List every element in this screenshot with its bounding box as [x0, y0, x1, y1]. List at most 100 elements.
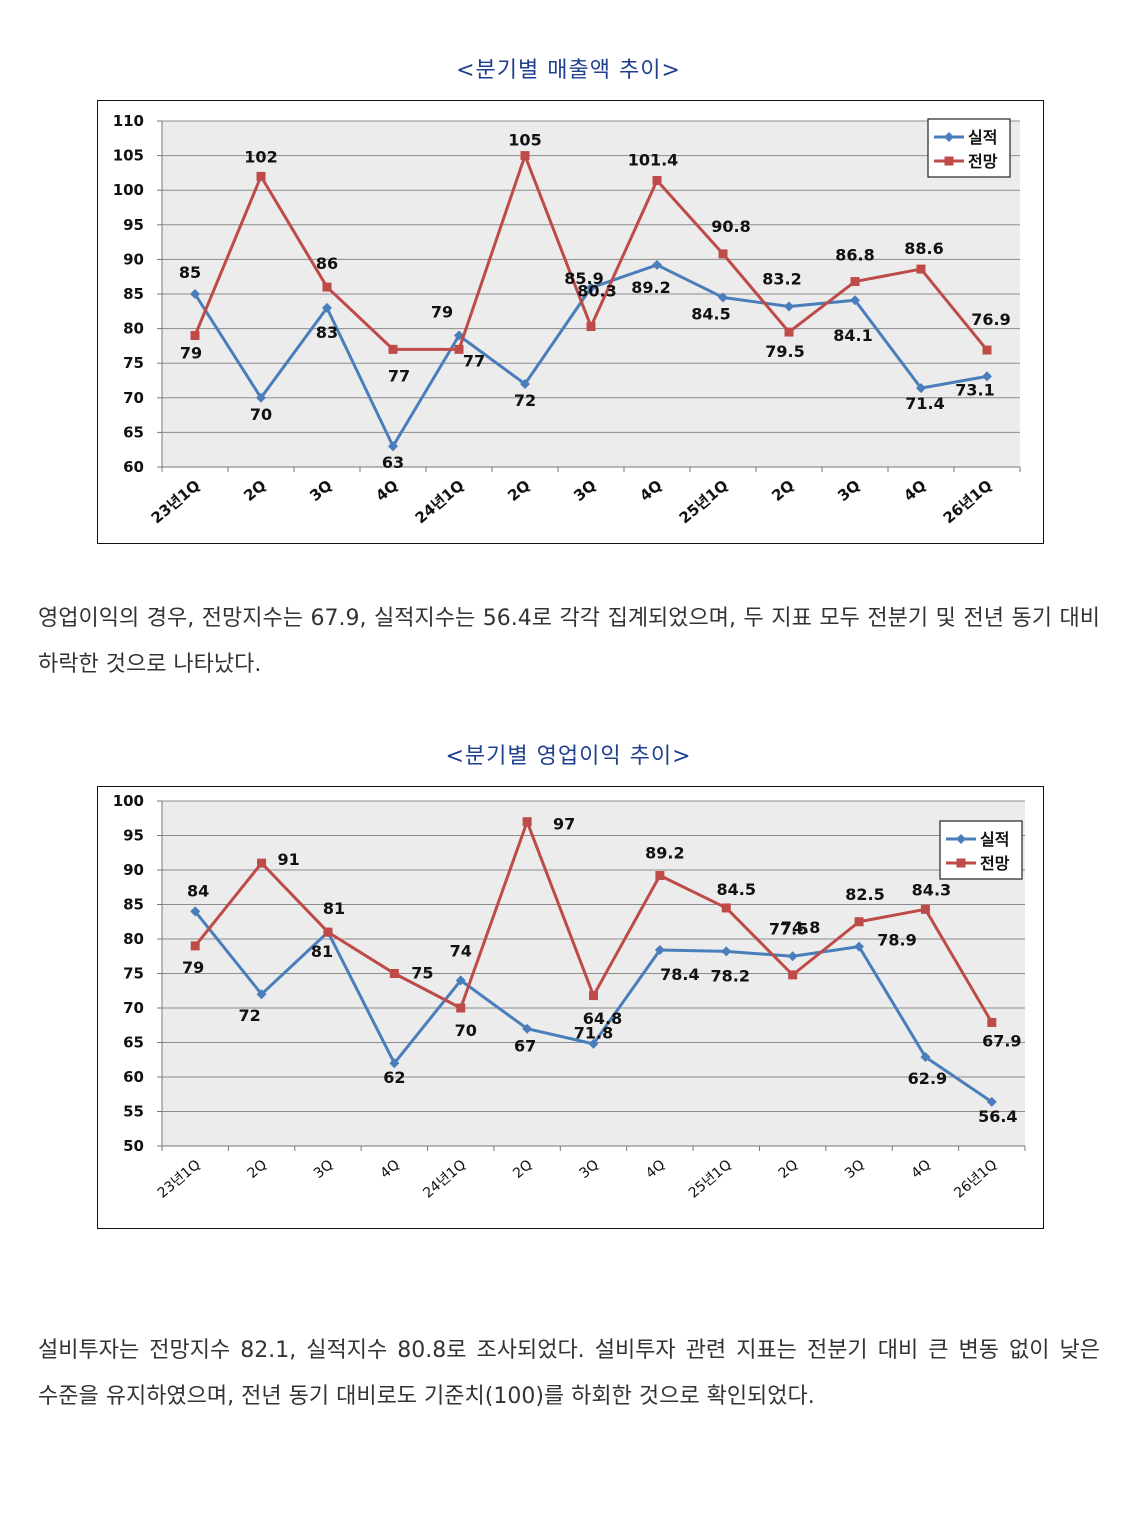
y-tick-label: 90	[123, 250, 144, 268]
y-tick-label: 80	[123, 930, 144, 948]
data-point-실적	[920, 1051, 931, 1062]
x-tick-label: 4Q	[908, 1157, 934, 1182]
y-tick-label: 60	[123, 458, 144, 476]
data-point-전망	[322, 282, 332, 292]
data-label-전망: 71.8	[574, 1024, 613, 1043]
data-point-실적	[982, 371, 992, 382]
legend-label: 실적	[980, 830, 1009, 849]
data-label-전망: 84.3	[912, 880, 951, 899]
y-tick-label: 105	[113, 147, 144, 165]
x-tick-label: 2Q	[240, 476, 269, 505]
y-tick-label: 65	[123, 423, 144, 441]
x-tick-label: 3Q	[306, 476, 335, 505]
y-tick-label: 100	[113, 792, 144, 810]
x-tick-label: 23년1Q	[148, 476, 204, 527]
data-label-전망: 82.5	[845, 885, 884, 904]
data-label-전망: 105	[508, 131, 541, 150]
chart2-box: 50 55 60 65 70 75 80 85 90 95 100 23년1Q 2Q 3Q 4Q 24년1Q 2…	[97, 786, 1044, 1229]
data-point-실적	[389, 1058, 400, 1069]
data-label-실적: 84.5	[691, 304, 730, 323]
data-label-실적: 83	[316, 323, 338, 342]
data-label-실적: 81	[311, 942, 333, 961]
data-label-전망: 75	[411, 964, 433, 983]
data-point-전망	[389, 969, 399, 978]
y-tick-label: 75	[123, 965, 144, 983]
data-label-실적: 84	[187, 881, 209, 900]
legend-box	[939, 820, 1023, 880]
x-tick-label: 26년1Q	[940, 476, 996, 527]
data-point-전망	[718, 249, 728, 259]
x-tick-label: 3Q	[570, 476, 599, 505]
data-point-실적	[455, 975, 466, 986]
y-tick-label: 65	[123, 1034, 144, 1052]
data-label-실적: 84.1	[833, 326, 872, 345]
data-label-실적: 73.1	[955, 380, 994, 399]
data-point-전망	[589, 991, 598, 1001]
y-tick-label: 85	[123, 896, 144, 914]
data-point-실적	[654, 945, 665, 956]
data-label-실적: 85	[179, 263, 201, 282]
data-point-실적	[190, 906, 201, 917]
data-point-전망	[190, 331, 200, 341]
chart2-plot: 50 55 60 65 70 75 80 85 90 95 100 23년1Q 2Q 3Q 4Q 24년1Q 2…	[113, 792, 1026, 1202]
data-point-실적	[256, 989, 267, 1000]
data-point-실적	[322, 302, 332, 313]
data-label-실적: 62	[383, 1068, 405, 1087]
data-point-전망	[850, 277, 860, 287]
x-tick-label: 3Q	[842, 1157, 868, 1182]
data-label-전망: 74.8	[781, 918, 820, 937]
y-tick-label: 75	[123, 354, 144, 372]
data-point-전망	[987, 1017, 997, 1027]
data-label-전망: 77	[463, 351, 485, 370]
x-tick-label: 26년1Q	[951, 1157, 1000, 1202]
data-point-실적	[784, 301, 794, 312]
data-point-실적	[916, 383, 926, 394]
data-label-전망: 97	[553, 815, 575, 834]
x-tick-label: 3Q	[577, 1157, 603, 1182]
data-label-실적: 83.2	[762, 269, 801, 288]
y-tick-label: 95	[123, 216, 144, 234]
data-label-전망: 70	[455, 1021, 477, 1040]
legend-label: 전망	[968, 152, 998, 171]
x-tick-label: 23년1Q	[155, 1157, 204, 1202]
data-label-실적: 89.2	[631, 278, 670, 297]
data-label-실적: 62.9	[908, 1069, 947, 1088]
data-point-전망	[520, 151, 530, 161]
data-point-전망	[982, 345, 992, 355]
data-label-실적: 63	[382, 453, 404, 472]
data-point-실적	[850, 295, 860, 306]
data-label-전망: 86	[316, 254, 338, 273]
x-tick-label: 2Q	[245, 1157, 271, 1182]
data-point-실적	[586, 282, 596, 293]
data-label-전망: 67.9	[982, 1031, 1021, 1050]
x-tick-label: 2Q	[510, 1157, 536, 1182]
data-point-전망	[721, 903, 731, 913]
y-tick-label: 60	[123, 1068, 144, 1086]
data-label-전망: 88.6	[904, 239, 943, 258]
data-label-실적: 77.5	[769, 919, 808, 938]
data-label-실적: 78.9	[877, 931, 916, 950]
data-label-실적: 56.4	[978, 1107, 1017, 1126]
legend-label: 전망	[980, 854, 1010, 873]
data-label-실적: 78.4	[660, 965, 699, 984]
x-tick-label: 2Q	[504, 476, 533, 505]
data-label-전망: 79	[180, 344, 202, 363]
data-point-실적	[520, 378, 530, 389]
data-point-전망	[920, 904, 930, 914]
y-tick-label: 50	[123, 1137, 144, 1155]
data-point-실적	[190, 289, 200, 299]
data-point-실적	[256, 392, 266, 403]
chart1-box: 60 65 70 75 80 85 90 95 100 105 110 23년1Q 2Q 3Q 4Q 24년1…	[97, 100, 1044, 544]
chart2-title: <분기별 영업이익 추이>	[445, 744, 692, 769]
data-point-전망	[784, 327, 794, 337]
data-label-실적: 79	[431, 303, 453, 322]
x-tick-label: 4Q	[377, 1157, 403, 1182]
paragraph-operating-profit: 영업이익의 경우, 전망지수는 67.9, 실적지수는 56.4로 각각 집계되…	[38, 606, 1100, 677]
data-label-실적: 64.8	[583, 1009, 622, 1028]
legend-marker	[944, 156, 954, 166]
data-point-실적	[787, 951, 798, 962]
data-point-전망	[454, 344, 464, 354]
x-tick-label: 25년1Q	[686, 1157, 735, 1202]
